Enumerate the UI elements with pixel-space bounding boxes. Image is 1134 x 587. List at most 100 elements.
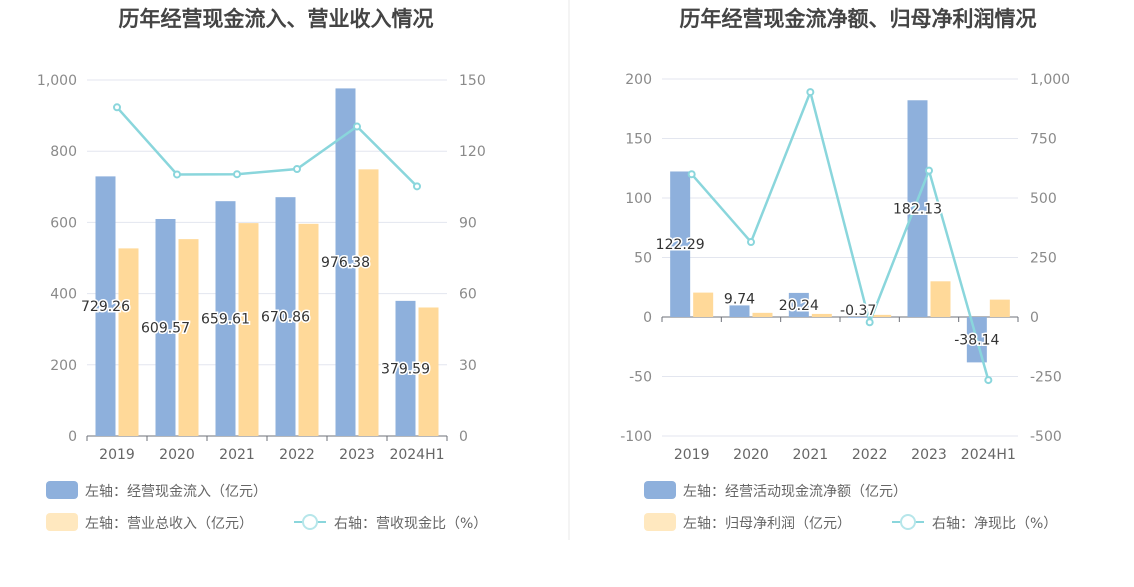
y-left-tick-label: 50 [634, 251, 652, 267]
x-tick-label: 2023 [339, 447, 375, 463]
ratio-point [413, 182, 421, 191]
legend-label-cash-inflow: 左轴：经营现金流入（亿元） [85, 484, 267, 500]
bar-series-2 [118, 248, 139, 436]
ratio-point [233, 170, 241, 179]
x-tick-label: 2020 [159, 447, 195, 463]
x-tick-label: 2024H1 [389, 447, 444, 463]
bar-data-label: -38.14 [954, 333, 999, 349]
y-left-tick-label: 1,000 [37, 73, 77, 89]
bar-data-label: 670.86 [261, 310, 310, 326]
y-left-tick-label: 100 [625, 191, 652, 207]
bar-series-1 [788, 292, 809, 317]
bar-series-2 [178, 239, 199, 436]
x-tick-label: 2022 [279, 447, 315, 463]
bar-series-1 [907, 100, 928, 318]
bar-series-2 [238, 223, 259, 436]
ratio-line [690, 88, 990, 381]
y-left-tick-label: 200 [625, 72, 652, 88]
y-left-tick-label: -50 [629, 370, 652, 386]
legend-swatch-total-revenue [46, 513, 78, 531]
legend-marker-ratio [302, 514, 318, 530]
chart-title: 历年经营现金流净额、归母净利润情况 [680, 7, 1037, 31]
y-left-tick-label: 0 [68, 429, 77, 445]
y-right-tick-label: 750 [1030, 132, 1057, 148]
y-right-tick-label: 500 [1030, 191, 1057, 207]
x-tick-label: 2019 [99, 447, 135, 463]
bar-series-1 [335, 88, 356, 436]
bar-series-2 [752, 312, 773, 317]
chart-title: 历年经营现金流入、营业收入情况 [119, 7, 434, 31]
y-right-tick-label: -250 [1030, 370, 1062, 386]
y-right-tick-label: 1,000 [1030, 72, 1070, 88]
legend-marker-ratio [900, 514, 916, 530]
bar-series-2 [298, 223, 319, 436]
ratio-point [687, 170, 696, 179]
bar-data-label: 9.74 [724, 291, 755, 307]
x-tick-label: 2021 [219, 447, 255, 463]
bar-series-1 [215, 201, 236, 436]
bar-series-1 [95, 176, 116, 437]
ratio-point [984, 376, 993, 385]
bar-series-2 [358, 169, 379, 436]
y-right-tick-label: 150 [459, 73, 486, 89]
y-left-tick-label: 600 [50, 215, 77, 231]
chart-legend: 左轴：经营活动现金流净额（亿元） 左轴：归母净利润（亿元） 右轴：净现比（%） [644, 481, 1057, 532]
y-right-tick-label: 90 [459, 215, 477, 231]
y-right-tick-label: 250 [1030, 251, 1057, 267]
bar-series-1 [848, 317, 869, 318]
bar-series-2 [930, 281, 951, 317]
y-left-tick-label: -100 [620, 429, 652, 445]
y-right-tick-label: 0 [1030, 310, 1039, 326]
legend-swatch-net-cash-flow [644, 481, 676, 499]
bar-series-1 [395, 300, 416, 436]
y-left-tick-label: 150 [625, 132, 652, 148]
bar-data-label: 379.59 [381, 361, 430, 377]
ratio-point [293, 165, 301, 173]
y-right-tick-label: 30 [459, 358, 477, 374]
y-left-tick-label: 400 [50, 287, 77, 303]
x-tick-label: 2023 [911, 447, 947, 463]
bar-series-1 [275, 197, 296, 436]
bar-data-label: 182.13 [893, 202, 942, 218]
bar-series-2 [418, 307, 439, 436]
x-tick-label: 2021 [793, 447, 829, 463]
y-right-tick-label: 0 [459, 429, 468, 445]
bar-series-1 [729, 305, 750, 317]
bar-series-2 [989, 299, 1010, 317]
legend-swatch-net-profit [644, 513, 676, 531]
ratio-point [353, 122, 361, 131]
bar-data-label: 122.29 [656, 237, 705, 253]
ratio-point [865, 318, 874, 327]
legend-label-total-revenue: 左轴：营业总收入（亿元） [85, 516, 253, 532]
bar-series-2 [693, 292, 714, 317]
bar-series-2 [871, 314, 892, 317]
x-tick-label: 2019 [674, 447, 710, 463]
bar-data-label: 976.38 [321, 255, 370, 271]
legend-label-ratio: 右轴：净现比（%） [932, 516, 1057, 532]
ratio-point [113, 103, 121, 112]
bar-series-2 [811, 313, 832, 317]
bar-data-label: 659.61 [201, 312, 250, 328]
bar-series-1 [155, 218, 176, 436]
bar-data-label: 729.26 [81, 299, 130, 315]
ratio-point [925, 166, 933, 175]
x-tick-label: 2022 [852, 447, 888, 463]
legend-label-ratio: 右轴：营收现金比（%） [334, 516, 487, 532]
x-tick-label: 2024H1 [961, 447, 1016, 463]
bar-data-label: 609.57 [141, 320, 190, 336]
y-right-tick-label: 60 [459, 287, 477, 303]
y-left-tick-label: 0 [643, 310, 652, 326]
x-tick-label: 2020 [733, 447, 769, 463]
y-left-tick-label: 800 [50, 144, 77, 160]
y-right-tick-label: -500 [1030, 429, 1062, 445]
ratio-point [173, 170, 181, 179]
bar-series-1 [670, 171, 691, 317]
legend-label-net-profit: 左轴：归母净利润（亿元） [683, 515, 851, 532]
bar-data-label: -0.37 [840, 303, 876, 319]
ratio-point [806, 88, 815, 97]
chart-legend: 左轴：经营现金流入（亿元） 左轴：营业总收入（亿元） 右轴：营收现金比（%） [46, 481, 487, 532]
y-left-tick-label: 200 [50, 358, 77, 374]
